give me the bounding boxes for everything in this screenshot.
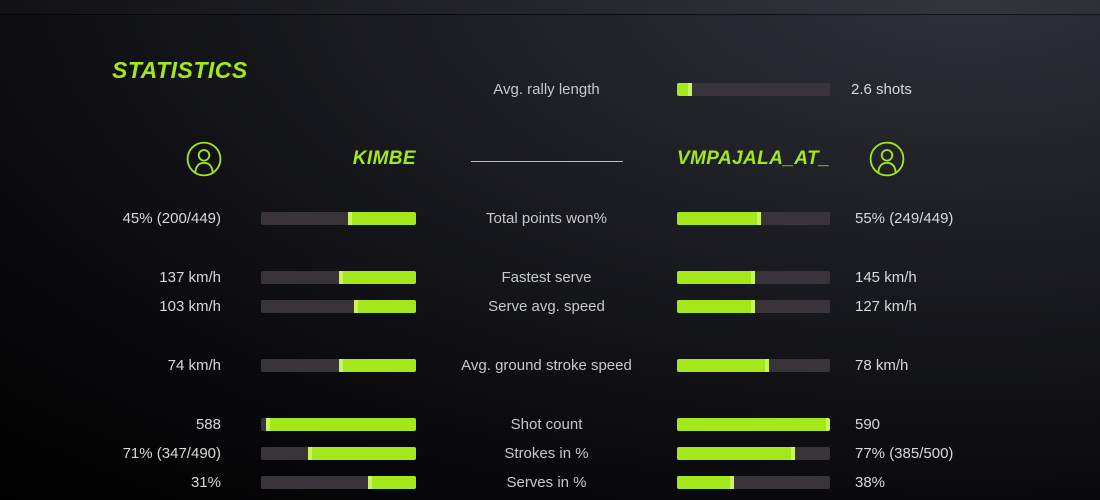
left-player-value: 588 [195, 416, 221, 433]
left-bar-fill [307, 447, 416, 460]
right-player-bar [677, 359, 830, 372]
stat-label: Avg. ground stroke speed [461, 357, 632, 374]
player-name-right: VMPAJALA_AT_ [677, 148, 830, 169]
right-bar-fill [677, 418, 830, 431]
left-player-value: 137 km/h [159, 269, 221, 286]
right-player-bar [677, 300, 830, 313]
left-player-bar [261, 447, 416, 460]
right-player-bar [677, 418, 830, 431]
stat-label: Serves in % [506, 474, 587, 491]
top-strip [0, 0, 1100, 14]
right-player-value: 145 km/h [855, 269, 917, 286]
right-player-value: 55% (249/449) [855, 210, 954, 227]
left-bar-fill [347, 212, 416, 225]
stat-row: 137 km/h Fastest serve 145 km/h [0, 263, 1100, 292]
user-icon-right [869, 141, 905, 177]
left-player-bar [261, 271, 416, 284]
top-divider [0, 14, 1100, 15]
rally-length-label: Avg. rally length [493, 81, 600, 98]
stat-label: Shot count [510, 416, 583, 433]
rally-length-bar [677, 83, 830, 96]
player-name-left: KIMBE [352, 148, 416, 169]
right-bar-fill [677, 447, 795, 460]
rally-bar-fill [677, 83, 693, 96]
stat-row: 31% Serves in % 38% [0, 468, 1100, 497]
left-player-bar [261, 476, 416, 489]
stat-row: 71% (347/490) Strokes in % 77% (385/500) [0, 439, 1100, 468]
left-bar-fill [354, 300, 416, 313]
page-title: STATISTICS [112, 57, 248, 84]
right-player-bar [677, 212, 830, 225]
rally-length-value: 2.6 shots [851, 81, 912, 98]
right-player-value: 38% [855, 474, 886, 491]
left-player-bar [261, 359, 416, 372]
right-bar-fill [677, 300, 756, 313]
stat-row: 45% (200/449) Total points won% 55% (249… [0, 204, 1100, 233]
stat-label: Fastest serve [501, 269, 592, 286]
stat-label: Total points won% [486, 210, 607, 227]
right-player-bar [677, 447, 830, 460]
stat-label: Serve avg. speed [488, 298, 605, 315]
left-bar-fill [367, 476, 416, 489]
stat-row: 588 Shot count 590 [0, 410, 1100, 439]
left-player-value: 103 km/h [159, 298, 221, 315]
left-player-bar [261, 300, 416, 313]
stats-rows: 45% (200/449) Total points won% 55% (249… [0, 204, 1100, 497]
right-player-bar [677, 476, 830, 489]
right-player-bar [677, 271, 830, 284]
right-bar-fill [677, 476, 734, 489]
right-player-value: 590 [855, 416, 881, 433]
right-bar-fill [677, 359, 769, 372]
left-player-value: 45% (200/449) [122, 210, 221, 227]
left-bar-fill [338, 359, 416, 372]
user-icon-left [186, 141, 222, 177]
left-bar-fill [338, 271, 416, 284]
left-player-bar [261, 418, 416, 431]
stat-row: 103 km/h Serve avg. speed 127 km/h [0, 292, 1100, 321]
left-player-value: 31% [190, 474, 221, 491]
players-header: KIMBE VMPAJALA_AT_ [0, 140, 1100, 178]
rally-length-row: Avg. rally length 2.6 shots [0, 76, 1100, 103]
left-bar-fill [265, 418, 416, 431]
stat-label: Strokes in % [504, 445, 589, 462]
stat-row: 74 km/h Avg. ground stroke speed 78 km/h [0, 351, 1100, 380]
right-player-value: 127 km/h [855, 298, 917, 315]
left-player-value: 74 km/h [167, 357, 221, 374]
right-bar-fill [677, 212, 762, 225]
left-player-bar [261, 212, 416, 225]
right-player-value: 77% (385/500) [855, 445, 954, 462]
right-bar-fill [677, 271, 756, 284]
vs-divider-line [470, 160, 623, 162]
left-player-value: 71% (347/490) [122, 445, 221, 462]
right-player-value: 78 km/h [855, 357, 909, 374]
